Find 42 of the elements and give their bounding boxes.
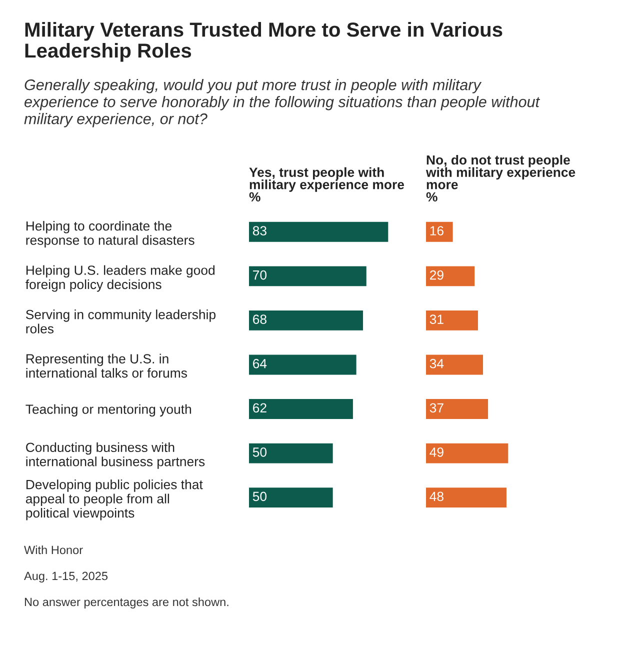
- data-label: 50: [252, 447, 267, 457]
- bar: [249, 354, 356, 375]
- chart-title: Military Veterans Trusted More to Serve in Various Leadership Roles: [25, 22, 502, 62]
- data-label: 34: [430, 358, 444, 368]
- data-label: 37: [430, 403, 444, 413]
- bar: [426, 310, 478, 330]
- bar: [426, 488, 506, 508]
- bar: [249, 443, 333, 464]
- bar: [426, 399, 488, 419]
- bar: [426, 222, 453, 242]
- data-label: 83: [252, 226, 266, 236]
- y-tick-label: Teaching or mentoring youth: [26, 404, 192, 417]
- text: With Honor: [24, 545, 83, 554]
- y-tick-label: Helping to coordinate the response to natural disasters: [26, 220, 194, 248]
- data-label: 70: [253, 270, 267, 280]
- data-label: 29: [430, 270, 444, 280]
- bar: [249, 488, 333, 508]
- bar: [249, 222, 388, 242]
- text: No answer percentages are not shown.: [24, 597, 228, 609]
- text: Aug. 1-15, 2025: [24, 572, 108, 583]
- data-label: 49: [430, 447, 444, 457]
- y-tick-label: Developing public policies that appeal to people from all political viewpoints: [26, 480, 203, 520]
- data-label: 64: [253, 358, 267, 368]
- data-label: 16: [430, 226, 444, 236]
- y-tick-label: Serving in community leadership roles: [26, 310, 216, 334]
- bar: [249, 310, 364, 330]
- chart-subtitle: Generally speaking, would you put more trust in people with military experience to serve honorably in the following situations than people without military experience, or not?: [24, 79, 540, 128]
- data-label: 31: [430, 314, 444, 324]
- bar: [426, 443, 508, 464]
- data-label: 48: [430, 492, 444, 502]
- bar: [249, 399, 353, 419]
- data-label: 50: [252, 492, 267, 502]
- bar: [426, 354, 484, 375]
- y-tick-label: Representing the U.S. in international talks or forums: [26, 354, 187, 378]
- data-label: 62: [253, 403, 266, 413]
- y-tick-label: Conducting business with international business partners: [26, 442, 205, 469]
- bar: [249, 266, 366, 286]
- y-tick-label: Helping U.S. leaders make good foreign policy decisions: [26, 265, 214, 292]
- x-axis-title: No, do not trust people with military experience more %: [426, 154, 576, 202]
- data-label: 68: [253, 314, 266, 324]
- x-axis-title: Yes, trust people with military experience more %: [249, 167, 404, 202]
- bar: [426, 266, 475, 286]
